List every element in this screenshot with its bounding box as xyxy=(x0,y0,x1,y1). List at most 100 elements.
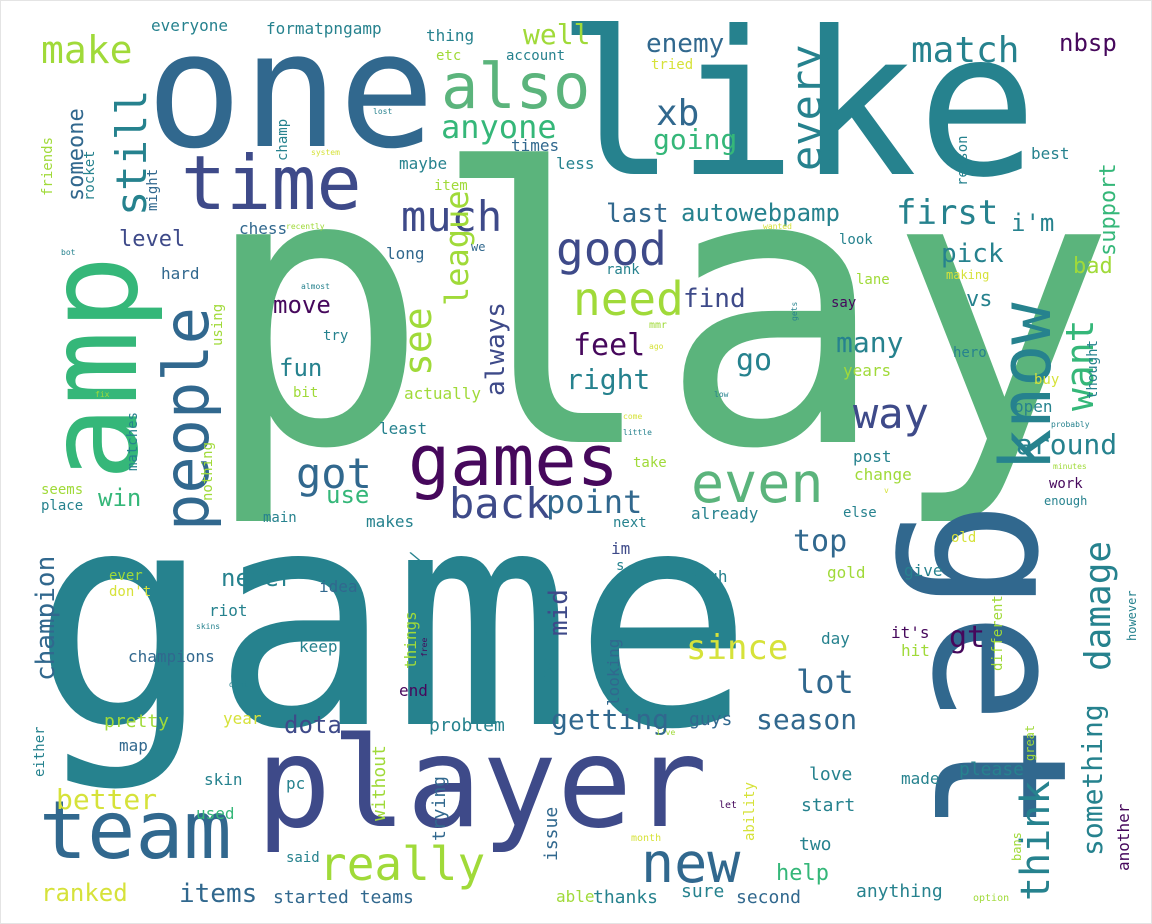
word: rank xyxy=(606,262,640,278)
word: enemy xyxy=(646,29,725,59)
word: day xyxy=(821,629,850,648)
word: next xyxy=(613,515,647,531)
word: move xyxy=(273,291,331,319)
word: trying xyxy=(429,775,450,841)
word: without xyxy=(369,745,390,821)
word: xb xyxy=(656,93,700,134)
word: keep xyxy=(299,637,338,656)
word: making xyxy=(946,268,990,282)
word: two xyxy=(799,834,832,855)
word: anyone xyxy=(441,108,557,146)
word: come xyxy=(623,412,643,421)
word: top xyxy=(793,524,848,559)
word: vs xyxy=(966,287,993,312)
word: probably xyxy=(1051,420,1090,429)
word: match xyxy=(911,30,1020,71)
word: looking xyxy=(604,638,623,706)
word: instead xyxy=(479,628,498,696)
word: account xyxy=(506,48,566,64)
word: level xyxy=(119,227,186,252)
word: different xyxy=(990,595,1006,671)
word: enough xyxy=(1044,494,1088,508)
word: autowebpamp xyxy=(681,199,840,227)
word: anything xyxy=(856,881,943,902)
word: lane xyxy=(856,272,890,288)
word: support xyxy=(1096,163,1121,256)
word: nbsp xyxy=(1059,29,1117,57)
word: might xyxy=(145,168,161,211)
word: buy xyxy=(1034,372,1060,388)
word: guys xyxy=(689,709,733,730)
word: thought xyxy=(1085,339,1101,399)
word: try xyxy=(323,328,349,344)
word: start xyxy=(801,795,856,816)
word: lot xyxy=(796,663,854,701)
word: hard xyxy=(161,264,200,283)
word: riot xyxy=(209,601,248,620)
word: system xyxy=(311,148,340,157)
word: everyone xyxy=(151,16,229,35)
word: ranked xyxy=(41,879,128,907)
word: damage xyxy=(1078,540,1119,671)
word: years xyxy=(843,361,892,380)
word: never xyxy=(221,564,294,592)
word: im xyxy=(611,539,631,558)
word: either xyxy=(32,726,48,777)
word: made xyxy=(901,769,940,788)
word: issue xyxy=(541,806,562,861)
word: ability xyxy=(742,781,758,841)
word: recently xyxy=(286,222,325,231)
word: seconds xyxy=(825,111,841,171)
word: also xyxy=(441,50,591,123)
word: times xyxy=(511,136,560,155)
word: open xyxy=(1014,397,1053,416)
word: new xyxy=(641,831,741,895)
word: items xyxy=(179,879,258,909)
word: well xyxy=(523,18,591,51)
word: makes xyxy=(366,512,415,531)
word: help xyxy=(776,861,829,886)
word: pick xyxy=(941,239,1004,269)
word: thanks xyxy=(593,887,659,908)
word: high xyxy=(689,567,728,586)
word: s xyxy=(616,558,625,574)
word: many xyxy=(836,326,904,359)
word: look xyxy=(839,232,873,248)
word: using xyxy=(210,303,226,346)
word: low xyxy=(714,390,729,399)
word: actually xyxy=(404,384,482,403)
word: got xyxy=(296,449,372,498)
word: win xyxy=(98,484,142,512)
word: ever xyxy=(109,568,143,584)
word: really xyxy=(319,837,486,891)
word: things xyxy=(401,611,420,669)
word: dont xyxy=(229,680,249,689)
word: make xyxy=(41,28,133,72)
word: v xyxy=(884,486,889,495)
word: gold xyxy=(827,563,866,582)
word: time xyxy=(181,139,362,227)
word: able xyxy=(556,887,595,906)
word: friends xyxy=(40,136,56,196)
word: don't xyxy=(109,584,152,600)
word: lost xyxy=(373,107,393,116)
word: year xyxy=(223,709,262,728)
word: item xyxy=(434,178,468,194)
word: better xyxy=(56,783,158,816)
word: thing xyxy=(426,26,475,45)
word: best xyxy=(1031,144,1070,163)
word: see xyxy=(396,307,440,376)
word: work xyxy=(1049,476,1083,492)
word: skins xyxy=(196,622,221,631)
word: use xyxy=(326,481,370,509)
word: mmr xyxy=(649,320,668,331)
word: game xyxy=(31,446,754,795)
word: pc xyxy=(286,774,306,793)
word: seems xyxy=(41,482,84,498)
word: said xyxy=(286,850,320,866)
word: sure xyxy=(681,881,725,902)
word: we xyxy=(471,240,486,254)
word: player xyxy=(256,711,708,856)
word: please xyxy=(959,759,1025,780)
